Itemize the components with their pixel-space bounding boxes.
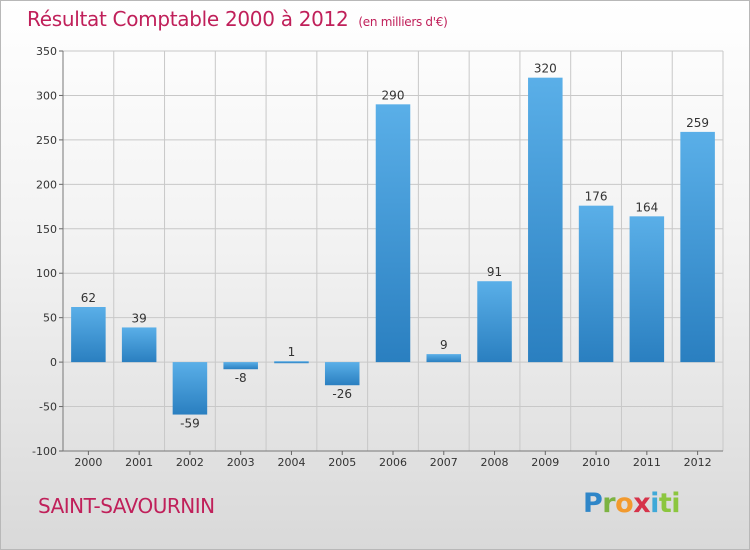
y-tick-label: -50 — [39, 401, 57, 414]
y-tick-label: 100 — [36, 267, 57, 280]
proxiti-logo: Proxiti — [583, 488, 681, 519]
y-tick-label: 300 — [36, 89, 57, 102]
y-tick-label: 150 — [36, 223, 57, 236]
y-tick-label: 0 — [50, 356, 57, 369]
bar-value-label: 176 — [585, 190, 608, 204]
x-tick-label: 2004 — [277, 456, 305, 469]
bar-value-label: 39 — [132, 311, 147, 325]
bar-chart: -100 -50 0 50 100 150 200 250 300 350 62 2000 39 2001… — [32, 45, 724, 469]
bar — [680, 131, 715, 363]
bar-value-label: 320 — [534, 62, 557, 76]
logo-letter: o — [615, 488, 634, 519]
bar — [274, 361, 309, 364]
bar-value-label: -26 — [332, 387, 352, 401]
bar-value-label: 164 — [635, 200, 658, 214]
bar — [629, 216, 665, 363]
x-tick-label: 2008 — [481, 456, 509, 469]
bar-value-label: 1 — [288, 345, 296, 359]
bars — [71, 77, 715, 415]
bar-value-label: 259 — [686, 116, 709, 130]
bar — [223, 362, 258, 370]
bar — [172, 362, 208, 415]
x-tick-label: 2011 — [633, 456, 661, 469]
x-tick-label: 2002 — [176, 456, 204, 469]
x-tick-label: 2000 — [74, 456, 102, 469]
x-tick-label: 2007 — [430, 456, 458, 469]
y-tick-label: 50 — [43, 312, 57, 325]
x-tick-label: 2005 — [328, 456, 356, 469]
chart-subtitle: (en milliers d'€) — [358, 15, 448, 29]
axes — [59, 50, 723, 455]
bar-value-label: -59 — [180, 417, 200, 431]
x-tick-label: 2012 — [684, 456, 712, 469]
title-text: Résultat Comptable 2000 à 2012 — [27, 7, 349, 31]
x-tick-label: 2001 — [125, 456, 153, 469]
x-tick-label: 2006 — [379, 456, 407, 469]
x-tick-label: 2010 — [582, 456, 610, 469]
bar — [426, 354, 462, 363]
logo-letter: ti — [658, 488, 681, 519]
x-tick-label: 2003 — [227, 456, 255, 469]
logo-letter: P — [583, 488, 603, 519]
chart-title: Résultat Comptable 2000 à 2012 (en millie… — [27, 7, 448, 31]
bar — [477, 281, 512, 363]
bar — [121, 327, 157, 363]
logo-letter: x — [633, 488, 651, 519]
bar-value-label: 62 — [81, 291, 96, 305]
bar — [528, 77, 563, 363]
logo-letter: i — [650, 488, 659, 519]
bar-value-label: -8 — [235, 371, 247, 385]
bar — [578, 205, 614, 363]
bar-value-label: 91 — [487, 265, 502, 279]
labels: -100 -50 0 50 100 150 200 250 300 350 62 2000 39 2001… — [32, 45, 712, 469]
commune-name: SAINT-SAVOURNIN — [38, 494, 215, 518]
bar-value-label: 9 — [440, 338, 448, 352]
y-tick-label: 350 — [36, 45, 57, 58]
logo-letter: r — [602, 488, 616, 519]
bar — [324, 362, 360, 386]
bar-value-label: 290 — [382, 88, 405, 102]
y-tick-label: 250 — [36, 134, 57, 147]
x-tick-label: 2009 — [531, 456, 559, 469]
bar — [375, 104, 411, 363]
y-tick-label: -100 — [32, 445, 57, 458]
y-tick-label: 200 — [36, 178, 57, 191]
bar — [71, 307, 106, 363]
